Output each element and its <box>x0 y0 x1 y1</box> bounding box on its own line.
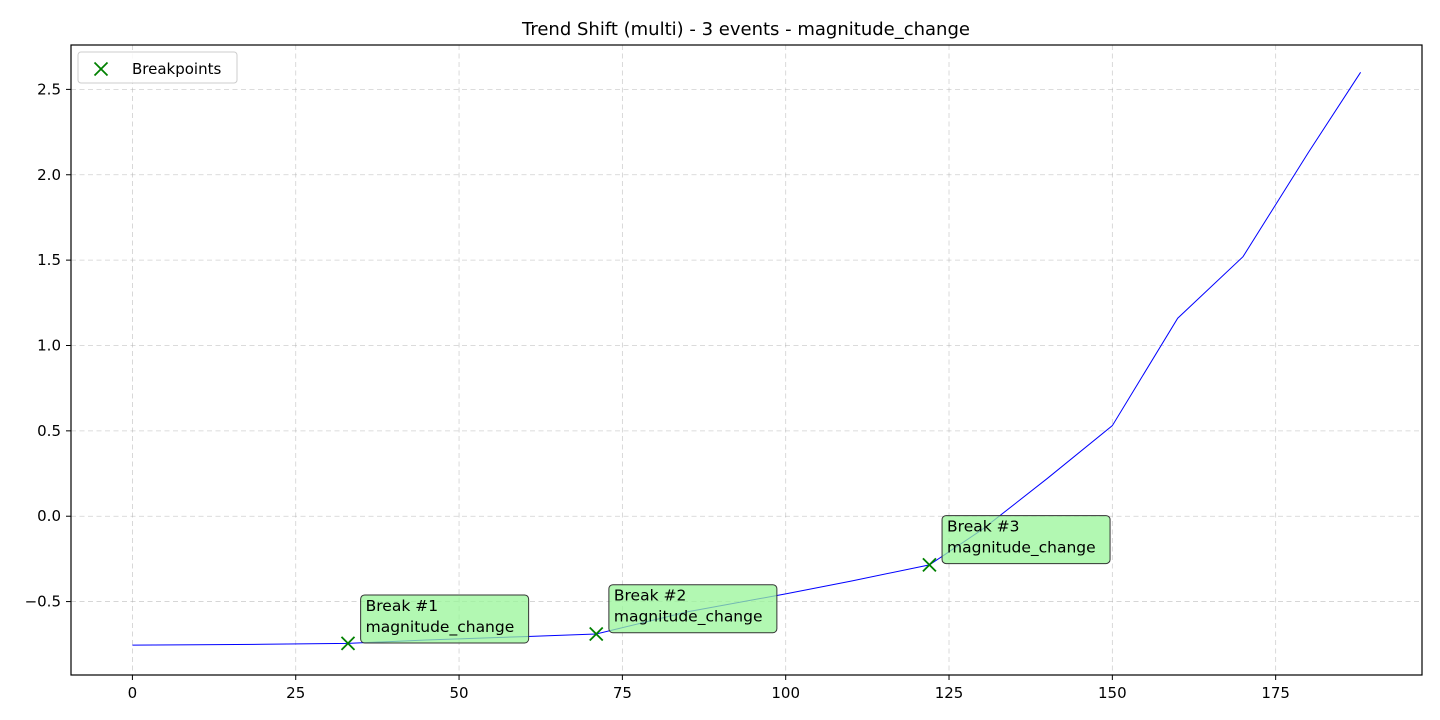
breakpoint-marker <box>922 557 937 573</box>
annotation-subtitle: magnitude_change <box>947 539 1096 558</box>
y-tick-label: 2.0 <box>37 166 61 184</box>
x-tick-label: 0 <box>128 684 138 702</box>
breakpoint-marker <box>340 636 356 651</box>
legend-box <box>77 51 238 84</box>
x-tick-label: 125 <box>935 684 964 702</box>
x-tick-label: 100 <box>771 684 800 702</box>
y-tick-label: −0.5 <box>25 593 61 611</box>
grid <box>71 45 1422 675</box>
plot-area-frame <box>70 44 1423 676</box>
series-line <box>132 72 1362 646</box>
breakpoints-group: Break #1 magnitude_change Break #2 magnitud… <box>340 515 1111 651</box>
annotation-subtitle: magnitude_change <box>366 618 515 637</box>
legend: Breakpoints <box>77 51 238 84</box>
legend-marker-shape <box>93 61 109 77</box>
annotation-box <box>941 515 1111 565</box>
x-tick-label: 50 <box>450 684 469 702</box>
marker-stroke <box>340 636 356 651</box>
legend-x-marker <box>93 61 109 77</box>
y-axis: −0.5 0.0 0.5 1.0 1.5 2.0 2.5 <box>25 80 71 611</box>
annotation-box <box>608 584 778 634</box>
y-tick-label: 1.0 <box>37 336 61 354</box>
x-tick-label: 150 <box>1098 684 1127 702</box>
series-group <box>132 72 1362 646</box>
marker-stroke <box>589 626 604 642</box>
annotation-title: Break #1 <box>366 597 438 615</box>
chart-title: Trend Shift (multi) - 3 events - magnitu… <box>521 19 970 40</box>
annotation-title: Break #2 <box>614 587 686 605</box>
x-tick-label: 175 <box>1261 684 1290 702</box>
annotation-subtitle: magnitude_change <box>614 608 763 627</box>
y-tick-label: 0.0 <box>37 507 61 525</box>
marker-stroke <box>922 557 937 573</box>
x-axis: 0 25 50 75 100 125 150 175 <box>128 675 1290 702</box>
annotation-box <box>360 594 530 644</box>
legend-label: Breakpoints <box>132 60 221 78</box>
x-tick-label: 75 <box>613 684 632 702</box>
annotation-title: Break #3 <box>947 518 1019 536</box>
y-tick-label: 1.5 <box>37 251 61 269</box>
breakpoint-marker <box>589 626 604 642</box>
y-tick-label: 0.5 <box>37 422 61 440</box>
x-tick-label: 25 <box>286 684 305 702</box>
marker-stroke <box>93 61 109 77</box>
y-tick-label: 2.5 <box>37 80 61 98</box>
